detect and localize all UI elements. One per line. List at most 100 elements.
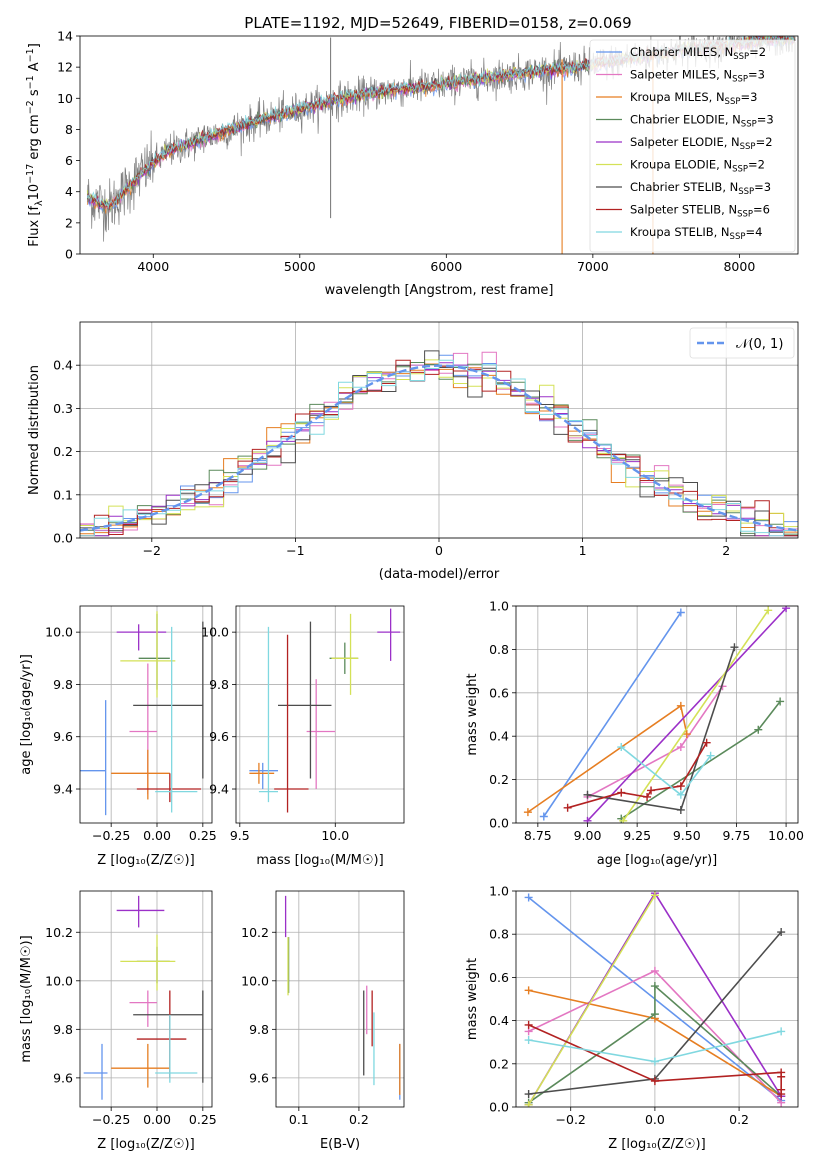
series-point-c2 — [676, 701, 685, 710]
x-tick-label: 0.0 — [645, 1112, 665, 1127]
x-tick-label: 0.1 — [289, 1112, 309, 1127]
legend-tail: =3 — [748, 68, 765, 82]
ylabel-part: s — [27, 89, 42, 100]
mass_vs_EBV-axes: 0.1 0.2 9.6 9.8 10.0 10.2 — [241, 891, 404, 1127]
y-tick-label: 0.2 — [489, 772, 509, 787]
ylabel-part: ] — [27, 43, 42, 48]
ylabel-part: A — [27, 62, 42, 75]
mass_vs_EBV-plot — [284, 895, 401, 1100]
x-tick-label: 8000 — [723, 259, 755, 274]
x-tick-label: 4000 — [137, 259, 169, 274]
y-tick-label: 0.1 — [53, 487, 73, 502]
x-tick-label: −0.25 — [92, 1112, 130, 1127]
series-point-c6 — [583, 790, 592, 799]
x-tick-label: 0.25 — [189, 1112, 217, 1127]
legend-tail: =2 — [756, 135, 773, 149]
x-tick-label: 0.00 — [143, 1112, 171, 1127]
y-tick-label: 9.8 — [53, 1022, 73, 1037]
histogram-c6 — [80, 350, 798, 537]
legend-label: Chabrier STELIB, N — [630, 180, 738, 194]
y-tick-label: 4 — [65, 184, 73, 199]
legend-label: Chabrier MILES, N — [630, 45, 733, 59]
y-tick-label: 9.6 — [53, 729, 73, 744]
series-point-c2 — [523, 808, 532, 817]
series-point-c2 — [682, 730, 691, 739]
series-point-c5 — [619, 816, 628, 823]
series-point-c5 — [650, 891, 659, 900]
spectrum-xlabel: wavelength [Angstrom, rest frame] — [325, 283, 554, 298]
weight_vs_age-plot — [523, 606, 791, 823]
x-tick-label: 9.25 — [623, 828, 651, 843]
age_vs_Z-ylabel: age [log₁₀(age/yr)] — [19, 654, 34, 775]
series-point-c7 — [777, 1090, 786, 1099]
age_vs_Z-xlabel: Z [log₁₀(Z/Z☉)] — [97, 853, 194, 868]
legend-normal-label: 𝒩(0, 1) — [736, 337, 783, 352]
legend-sub: SSP — [741, 120, 757, 130]
x-tick-label: 1 — [579, 543, 587, 558]
y-tick-label: 10.2 — [45, 925, 73, 940]
legend-entry: Kroupa MILES, NSSP=3 — [630, 90, 757, 107]
x-tick-label: −2 — [143, 543, 161, 558]
y-tick-label: 0.4 — [489, 1013, 509, 1028]
age_vs_mass-xlabel: mass [log₁₀(M/M☉)] — [256, 853, 383, 868]
weight_vs_Z-xlabel: Z [log₁₀(Z/Z☉)] — [608, 1137, 705, 1152]
y-tick-label: 14 — [57, 29, 73, 44]
legend-entry: Salpeter ELODIE, NSSP=2 — [630, 135, 773, 152]
series-point-c5 — [524, 1100, 533, 1107]
series-point-c5 — [764, 606, 773, 615]
legend-sub: SSP — [732, 165, 748, 175]
legend-label: Salpeter STELIB, N — [630, 203, 737, 217]
legend-label: Kroupa MILES, N — [630, 90, 725, 104]
series-point-c7 — [563, 803, 572, 812]
series-point-c0 — [524, 893, 533, 902]
legend-entry: Salpeter STELIB, NSSP=6 — [630, 203, 770, 220]
series-point-c7 — [702, 738, 711, 747]
age_vs_Z-frame — [79, 605, 213, 824]
x-tick-label: 0.00 — [143, 828, 171, 843]
mass_vs_EBV-xlabel: E(B-V) — [320, 1137, 360, 1152]
y-tick-label: 0.3 — [53, 401, 73, 416]
x-tick-label: 2 — [722, 543, 730, 558]
y-tick-label: 10 — [57, 91, 73, 106]
y-tick-label: 0 — [65, 247, 73, 262]
x-tick-label: 9.5 — [230, 828, 250, 843]
y-tick-label: 9.8 — [209, 677, 229, 692]
mass_vs_Z-ylabel: mass [log₁₀(M/M☉)] — [19, 935, 34, 1062]
y-tick-label: 0.2 — [53, 444, 73, 459]
y-tick-label: 0.4 — [53, 358, 73, 373]
histogram-c8 — [80, 359, 798, 537]
series-point-c7 — [650, 1077, 659, 1086]
series-point-c2 — [524, 986, 533, 995]
weight_vs_Z-plot — [524, 891, 786, 1107]
age_vs_Z-plot — [80, 611, 204, 816]
y-tick-label: 9.4 — [209, 782, 229, 797]
y-tick-label: 1.0 — [489, 884, 509, 899]
series-line-c7 — [567, 742, 708, 809]
mass_vs_Z-plot — [83, 895, 204, 1100]
y-tick-label: 10.2 — [241, 925, 269, 940]
y-tick-label: 9.6 — [209, 729, 229, 744]
y-tick-label: 0.2 — [489, 1056, 509, 1071]
series-line-c4 — [586, 607, 787, 822]
series-line-c5 — [622, 609, 769, 822]
y-tick-label: 0.8 — [489, 642, 509, 657]
series-point-c7 — [524, 1020, 533, 1029]
series-point-c4 — [782, 606, 791, 613]
residuals-xlabel: (data-model)/error — [379, 567, 500, 582]
mass_vs_Z-axes: −0.25 0.00 0.25 9.6 9.8 10.0 10.2 — [45, 891, 217, 1127]
y-tick-label: 9.4 — [53, 782, 73, 797]
x-tick-label: 9.75 — [723, 828, 751, 843]
series-point-c8 — [524, 1036, 533, 1045]
legend-tail: =4 — [745, 225, 762, 239]
mass_vs_Z-frame — [79, 890, 213, 1108]
series-point-c8 — [650, 1057, 659, 1066]
legend-entry: Chabrier ELODIE, NSSP=3 — [630, 113, 774, 130]
x-tick-label: −0.2 — [556, 1112, 586, 1127]
x-tick-label: 9.00 — [574, 828, 602, 843]
y-tick-label: 10.0 — [45, 973, 73, 988]
series-line-c5 — [527, 894, 656, 1106]
ylabel-part: −1 — [25, 48, 36, 62]
x-tick-label: 8.75 — [524, 828, 552, 843]
age_vs_mass-frame — [235, 605, 405, 824]
series-point-c7 — [643, 792, 652, 801]
